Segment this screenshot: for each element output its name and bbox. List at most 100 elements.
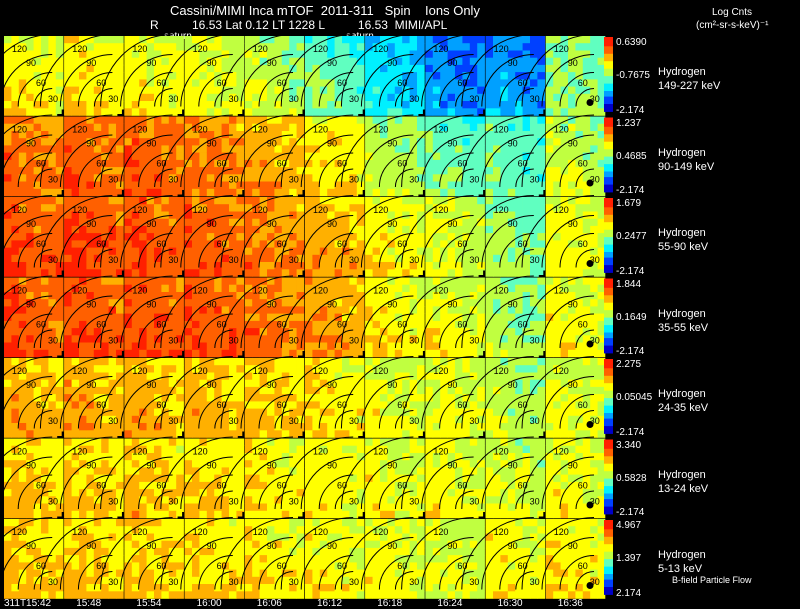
contour-label: 120 <box>253 447 268 457</box>
contour-line <box>0 34 53 58</box>
colorbar-max-label: 2.275 <box>616 359 642 370</box>
contour-label: 90 <box>508 380 518 390</box>
colorbar <box>604 198 613 273</box>
contour-label: 60 <box>217 561 227 571</box>
contour-label: 90 <box>568 139 578 149</box>
contour-label: 120 <box>494 125 509 135</box>
contour-line <box>318 233 354 268</box>
contour-label: 120 <box>554 527 569 537</box>
contour-line <box>280 195 354 268</box>
contour-line <box>378 394 414 429</box>
contour-label: 120 <box>132 44 147 54</box>
contour-line <box>300 295 354 349</box>
contour-label: 120 <box>132 125 147 135</box>
contour-line <box>59 376 113 429</box>
contour-label: 30 <box>289 497 299 507</box>
contour-label: 120 <box>494 447 509 457</box>
contour-line <box>120 295 173 349</box>
units-label: (cm²-sr-s-keV)⁻¹ <box>696 20 769 31</box>
contour-line <box>360 134 414 188</box>
contour-label: 60 <box>457 78 467 88</box>
saturn-marker <box>586 340 594 348</box>
contour-label: 60 <box>277 561 287 571</box>
contour-line <box>421 376 474 429</box>
contour-label: 90 <box>207 300 217 310</box>
contour-line <box>541 456 595 510</box>
time-tick-label: 16:12 <box>317 598 343 609</box>
contour-label: 60 <box>96 320 106 330</box>
contour-label: 120 <box>554 205 569 215</box>
contour-line <box>220 195 294 268</box>
contour-line <box>93 168 113 188</box>
contour-label: 30 <box>349 336 359 346</box>
contour-line <box>100 34 173 107</box>
contour-label: 90 <box>447 541 457 551</box>
contour-label: 90 <box>26 541 36 551</box>
contour-line <box>160 195 233 268</box>
time-tick-label: 16:00 <box>196 598 222 609</box>
contour-label: 30 <box>530 577 540 587</box>
contour-label: 90 <box>86 380 96 390</box>
contour-label: 90 <box>26 300 36 310</box>
contour-label: 30 <box>48 497 58 507</box>
contour-label: 30 <box>530 336 540 346</box>
contour-line <box>160 436 233 510</box>
saturn-marker <box>586 421 594 428</box>
contour-label: 90 <box>146 300 156 310</box>
contour-label: 120 <box>554 125 569 135</box>
contour-label: 90 <box>86 300 96 310</box>
contour-label: 120 <box>494 44 509 54</box>
contour-label: 120 <box>12 366 27 376</box>
contour-line <box>77 313 113 349</box>
time-tick-label: 16:24 <box>437 598 463 609</box>
contour-label: 30 <box>289 577 299 587</box>
contour-line <box>394 249 414 268</box>
contour-line <box>160 517 233 590</box>
contour-label: 90 <box>387 300 397 310</box>
contour-line <box>100 275 173 349</box>
contour-label: 120 <box>193 447 208 457</box>
contour-label: 90 <box>508 58 518 68</box>
contour-label: 120 <box>433 527 448 537</box>
species-name: Hydrogen <box>658 388 706 400</box>
contour-line <box>138 72 173 107</box>
contour-line <box>575 88 595 107</box>
contour-label: 90 <box>447 219 457 229</box>
contour-label: 120 <box>373 125 388 135</box>
contour-line <box>120 215 173 268</box>
contour-label: 60 <box>397 320 407 330</box>
contour-line <box>280 436 354 510</box>
contour-line <box>160 114 233 188</box>
contour-line <box>575 249 595 268</box>
contour-label: 60 <box>156 78 166 88</box>
contour-line <box>39 275 113 349</box>
contour-label: 120 <box>193 205 208 215</box>
contour-label: 90 <box>267 461 277 471</box>
contour-label: 30 <box>409 577 419 587</box>
contour-line <box>100 356 173 429</box>
contour-label: 30 <box>168 336 178 346</box>
contour-label: 90 <box>568 380 578 390</box>
time-tick-label: 16:36 <box>557 598 583 609</box>
contour-line <box>559 72 595 107</box>
contour-label: 90 <box>26 219 36 229</box>
contour-line <box>220 114 294 188</box>
contour-label: 120 <box>72 447 87 457</box>
time-tick-label: 15:54 <box>136 598 162 609</box>
contour-line <box>515 88 534 107</box>
contour-line <box>401 114 474 188</box>
contour-line <box>198 72 233 107</box>
contour-label: 60 <box>156 159 166 169</box>
contour-label: 60 <box>518 239 528 249</box>
contour-label: 60 <box>96 159 106 169</box>
colorbar-mid-label: 0.4685 <box>616 150 647 162</box>
